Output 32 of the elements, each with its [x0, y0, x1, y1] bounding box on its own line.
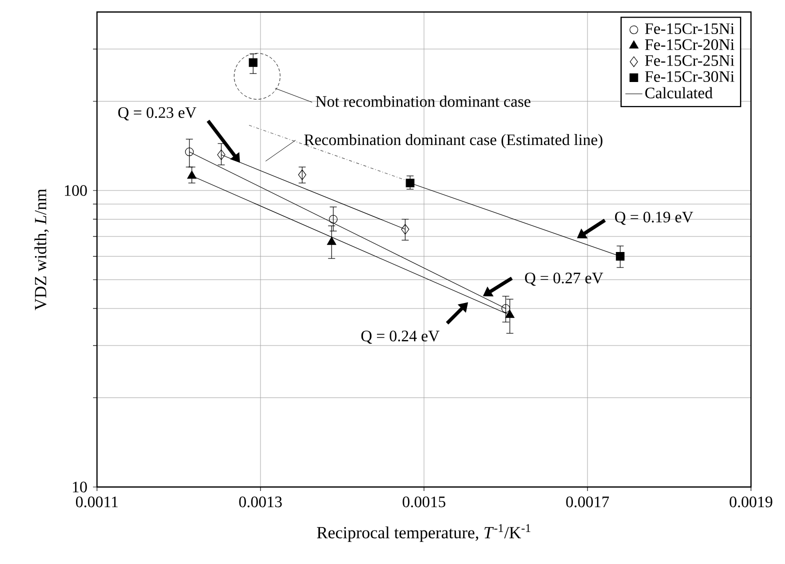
x-axis-title: Reciprocal temperature, T$^{-1}$/K$^{-1}$: [316, 524, 530, 542]
annotation: Q = 0.27 eV: [525, 272, 604, 286]
x-tick-label: 0.0017: [566, 496, 609, 508]
point: [501, 304, 510, 313]
y-tick-label: 10: [72, 482, 87, 492]
legend-label: Fe-15Cr-25Ni: [645, 55, 734, 66]
legend-label: Fe-15Cr-30Ni: [645, 71, 734, 82]
annotation: Recombination dominant case (Estimated line): [304, 134, 602, 148]
point: [187, 170, 196, 179]
y-axis-title: VDZ width, L/nm: [34, 188, 49, 310]
point: [505, 310, 514, 318]
legend-label: Calculated: [645, 87, 713, 98]
annotation: Not recombination dominant case: [316, 96, 530, 107]
point: [326, 236, 336, 245]
point: [217, 149, 226, 160]
legend-label: Fe-15Cr-20Ni: [645, 39, 734, 50]
point: [616, 252, 624, 261]
annotation: Q = 0.19 eV: [615, 212, 694, 225]
point: [401, 224, 410, 235]
point: [185, 148, 194, 156]
point: [406, 178, 414, 188]
annotation: Q = 0.24 eV: [361, 330, 440, 344]
annotation: Q = 0.23 eV: [118, 107, 196, 120]
point: [328, 214, 338, 224]
x-tick-label: 0.0015: [402, 496, 446, 508]
y-tick-label: 100: [64, 185, 87, 196]
x-tick-label: 0.0011: [76, 496, 118, 508]
x-tick-label: 0.0019: [730, 496, 772, 508]
point: [248, 58, 258, 67]
legend-label: Fe-15Cr-15Ni: [645, 23, 734, 34]
x-tick-label: 0.0013: [239, 496, 282, 508]
point: [298, 169, 306, 180]
